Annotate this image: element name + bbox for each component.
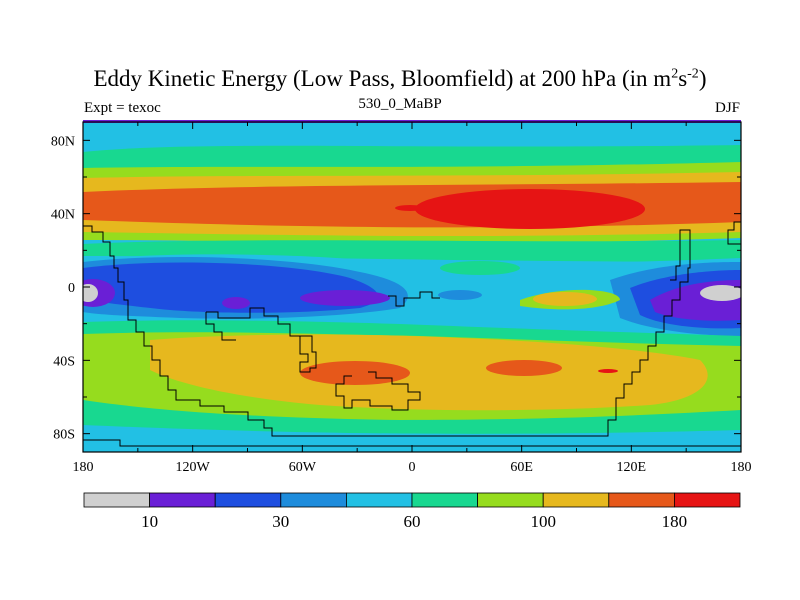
colorbar-label: 60 — [404, 512, 421, 531]
axis-ticks — [82, 122, 742, 452]
plot-title: Eddy Kinetic Energy (Low Pass, Bloomfiel… — [93, 66, 707, 91]
colorbar-swatch — [542, 492, 610, 508]
colorbar — [83, 492, 741, 508]
x-tick-label: 180 — [73, 460, 94, 475]
x-tick-label: 60E — [510, 460, 533, 475]
colorbar-swatch — [477, 492, 544, 508]
x-tick-label: 180 — [731, 460, 752, 475]
y-tick-label: 40S — [53, 354, 75, 369]
x-tick-label: 0 — [409, 460, 416, 475]
coastlines — [83, 221, 741, 447]
colorbar-swatch — [83, 492, 150, 508]
contour-field — [83, 122, 741, 452]
experiment-label: Expt = texoc — [84, 100, 161, 116]
colorbar-label: 10 — [141, 512, 158, 531]
run-label: 530_0_MaBP — [358, 96, 442, 112]
y-tick-label: 0 — [68, 281, 75, 296]
colorbar-label: 100 — [530, 512, 556, 531]
colorbar-swatch — [149, 492, 216, 508]
y-tick-label: 80N — [51, 134, 75, 149]
colorbar-swatch — [674, 492, 741, 508]
colorbar-swatch — [411, 492, 478, 508]
y-tick-label: 40N — [51, 208, 75, 223]
colorbar-labels: 10 30 60 100 180 — [141, 512, 687, 531]
x-tick-label: 120W — [176, 460, 211, 475]
colorbar-label: 30 — [272, 512, 289, 531]
colorbar-swatch — [214, 492, 282, 508]
x-tick-label: 60W — [289, 460, 317, 475]
x-tick-label: 120E — [617, 460, 647, 475]
colorbar-swatch — [345, 492, 413, 508]
y-tick-label: 80S — [53, 428, 75, 443]
colorbar-swatch — [280, 492, 347, 508]
axis-tick-labels: 180 120W 60W 0 60E 120E 180 80N 40N 0 40S 80S — [51, 134, 752, 475]
season-label: DJF — [714, 100, 740, 116]
colorbar-swatch — [608, 492, 675, 508]
colorbar-label: 180 — [662, 512, 688, 531]
